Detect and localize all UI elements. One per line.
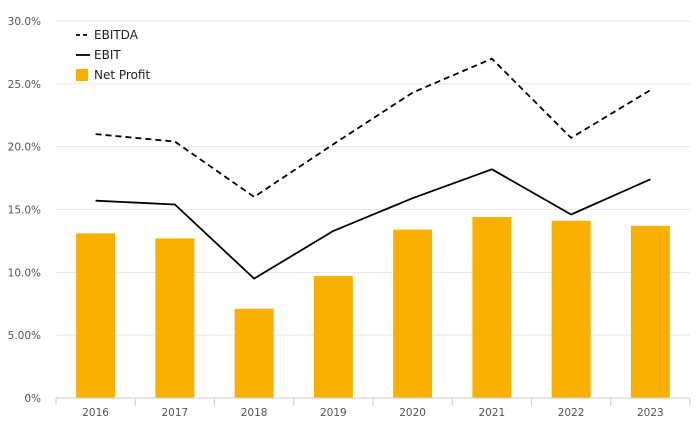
x-tick-label: 2018 (241, 407, 268, 419)
x-tick-label: 2019 (320, 407, 347, 419)
x-tick-label: 2017 (162, 407, 189, 419)
y-tick-label: 0% (24, 393, 41, 405)
net-profit-bar (393, 229, 433, 398)
y-tick-label: 20.0% (8, 142, 41, 154)
x-tick-label: 2020 (399, 407, 426, 419)
ebitda-line (95, 57, 651, 198)
net-profit-bar (155, 238, 195, 398)
net-profit-bar (234, 308, 274, 398)
net-profit-bars (76, 217, 670, 398)
y-tick-label: 15.0% (8, 205, 41, 217)
y-tick-label: 30.0% (8, 16, 41, 28)
net-profit-bar (76, 233, 116, 398)
x-tick-label: 2021 (479, 407, 506, 419)
y-axis: 0% 5.00% 10.0% 15.0% 20.0% 25.0% 30.0% (8, 16, 41, 405)
legend-label-ebit: EBIT (94, 48, 121, 62)
legend-label-net-profit: Net Profit (94, 68, 150, 82)
y-tick-label: 10.0% (8, 267, 41, 279)
net-profit-bar (472, 217, 512, 398)
y-tick-label: 25.0% (8, 79, 41, 91)
x-tick-label: 2016 (82, 407, 109, 419)
net-profit-bar (630, 225, 670, 398)
net-profit-bar (313, 276, 353, 398)
net-profit-bar (551, 220, 591, 398)
legend: EBITDA EBIT Net Profit (76, 28, 150, 82)
x-tick-label: 2022 (558, 407, 585, 419)
y-tick-label: 5.00% (8, 330, 41, 342)
legend-swatch-net-profit (76, 69, 88, 81)
x-axis: 2016 2017 2018 2019 2020 2021 2022 2023 (55, 397, 691, 419)
ebit-line (95, 168, 651, 280)
x-tick-label: 2023 (637, 407, 664, 419)
legend-label-ebitda: EBITDA (94, 28, 139, 42)
gridlines (56, 20, 690, 399)
line-series (95, 57, 651, 280)
